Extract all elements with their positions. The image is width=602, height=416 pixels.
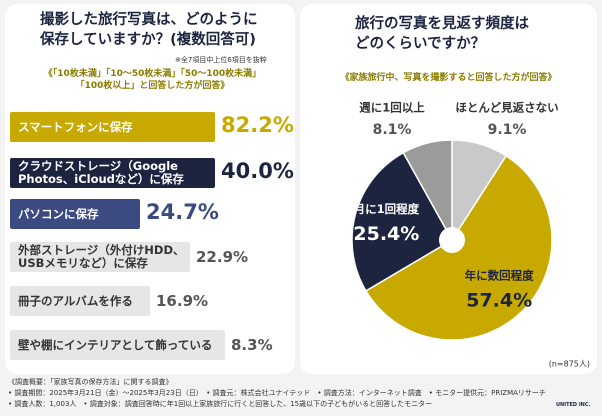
category-box: パソコンに保存 xyxy=(10,199,140,229)
slice-label: 年に数回程度 xyxy=(465,268,534,282)
category-label: 外部ストレージ（外付けHDD、 USBメモリなど）に保存 xyxy=(18,243,185,270)
footer-line: 《調査概要：「家族写真の保存方法」に関する調査》 xyxy=(8,378,173,386)
value-label: 40.0% xyxy=(221,159,294,183)
value-label: 22.9% xyxy=(196,248,249,266)
title-line: どのくらいですか？ xyxy=(355,36,486,52)
value-label: 8.3% xyxy=(231,336,273,354)
pie-hole xyxy=(439,227,465,253)
slice-label: ほとんど見返さない xyxy=(455,101,558,115)
category-label: スマートフォンに保存 xyxy=(18,119,133,134)
title-line: 保存していますか？(複数回答可) xyxy=(40,32,256,48)
slice-value: 9.1% xyxy=(488,122,527,138)
category-box: 壁や棚にインテリアとして飾っている xyxy=(10,330,225,360)
category-label: クラウドストレージ（Google Photos、iCloudなど）に保存 xyxy=(18,159,184,186)
logo: UNITED INC. xyxy=(556,402,591,408)
category-box: 外部ストレージ（外付けHDD、 USBメモリなど）に保存 xyxy=(10,242,190,272)
pie-slice xyxy=(351,151,454,292)
footer-line: • 調査期間：2025年3月21日（金）〜2025年3月23日（日） • 調査元… xyxy=(8,389,546,397)
slice-label: 月に1回程度 xyxy=(353,202,420,216)
category-box: クラウドストレージ（Google Photos、iCloudなど）に保存 xyxy=(10,158,215,188)
category-label: パソコンに保存 xyxy=(18,206,99,221)
n-label: (n=875人) xyxy=(549,360,590,369)
value-label: 24.7% xyxy=(146,200,219,224)
slice-value: 25.4% xyxy=(353,223,419,245)
slice-value: 8.1% xyxy=(373,122,412,138)
right-title: 旅行の写真を見返す頻度は どのくらいですか？ xyxy=(355,14,529,54)
slice-value: 57.4% xyxy=(466,289,532,311)
category-label: 壁や棚にインテリアとして飾っている xyxy=(18,337,213,352)
value-label: 82.2% xyxy=(221,113,294,137)
left-title: 撮影した旅行写真は、どのように 保存していますか？(複数回答可) xyxy=(40,10,258,50)
title-line: 撮影した旅行写真は、どのように xyxy=(40,12,258,28)
subtitle-line: 《「10枚未満」「10〜50枚未満」「50〜100枚未満」 xyxy=(43,69,262,79)
title-line: 旅行の写真を見返す頻度は xyxy=(355,16,529,32)
left-subtitle: 《「10枚未満」「10〜50枚未満」「50〜100枚未満」 「100枚以上」と回答… xyxy=(20,68,285,92)
subtitle-line: 「100枚以上」と回答した方が回答》 xyxy=(75,81,230,91)
footer: 《調査概要：「家族写真の保存方法」に関する調査》 • 調査期間：2025年3月21… xyxy=(8,377,546,410)
category-box: スマートフォンに保存 xyxy=(10,112,215,142)
note: ※全7項目中上位6項目を抜粋 xyxy=(175,56,267,64)
slice-label: 週に1回以上 xyxy=(359,101,425,115)
footer-line: • 調査人数：1,003人 • 調査対象：調査回答時に年1回以上家族旅行に行くと… xyxy=(8,400,433,408)
pie-slice xyxy=(402,139,453,243)
value-label: 16.9% xyxy=(156,292,209,310)
right-subtitle: 《家族旅行中、写真を撮影すると回答した方が回答》 xyxy=(340,73,557,83)
category-box: 冊子のアルバムを作る xyxy=(10,286,150,316)
category-label: 冊子のアルバムを作る xyxy=(18,293,133,308)
